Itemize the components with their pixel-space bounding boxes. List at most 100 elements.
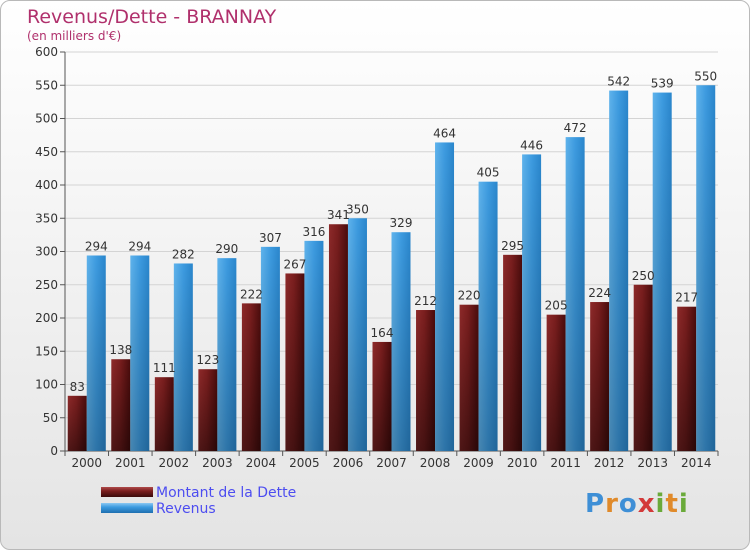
x-tick-label: 2013 [637,456,668,470]
bar-revenus-shade [652,92,672,451]
data-label-dette: 205 [545,299,568,313]
data-label-revenus: 350 [346,202,369,216]
data-label-dette: 224 [588,286,611,300]
data-label-dette: 341 [327,208,350,222]
data-label-revenus: 307 [259,231,282,245]
x-tick-label: 2012 [594,456,625,470]
data-label-revenus: 316 [302,225,325,239]
bar-revenus-shade [260,246,280,451]
bar-revenus-shade [609,90,629,451]
bar-revenus-shade [86,255,106,451]
data-label-revenus: 294 [128,239,151,253]
data-label-revenus: 405 [477,166,500,180]
bar-revenus-shade [478,181,498,452]
data-label-dette: 250 [632,269,655,283]
x-tick-label: 2001 [115,456,146,470]
y-tick-label: 200 [35,311,58,325]
y-tick-label: 50 [43,411,58,425]
x-tick-label: 2007 [376,456,407,470]
bar-revenus-shade [130,255,150,451]
y-tick-label: 250 [35,278,58,292]
data-label-revenus: 329 [390,216,413,230]
y-tick-label: 350 [35,211,58,225]
bar-dette-shade [633,284,653,451]
y-tick-label: 150 [35,344,58,358]
logo-letter: t [665,489,679,519]
logo-letter: r [605,489,619,519]
legend-swatch-debt [101,487,153,497]
logo-letter: x [637,489,656,519]
legend-label-revenue: Revenus [156,501,216,517]
bar-dette-shade [154,377,174,451]
bar-dette-shade [546,314,566,451]
chart-title: Revenus/Dette - BRANNAY [27,6,277,28]
logo-letter: i [655,489,666,519]
y-tick-label: 500 [35,112,58,126]
y-tick-label: 400 [35,178,58,192]
data-label-revenus: 542 [607,75,630,89]
x-tick-label: 2010 [507,456,538,470]
bar-revenus-shade [304,240,324,451]
bar-revenus-shade [565,137,585,451]
data-label-revenus: 446 [520,138,543,152]
data-label-revenus: 550 [694,69,717,83]
data-label-dette: 111 [153,361,176,375]
data-label-revenus: 294 [85,239,108,253]
bar-revenus-shade [217,258,237,451]
x-tick-label: 2006 [333,456,364,470]
x-tick-label: 2014 [681,456,712,470]
data-label-dette: 123 [196,353,219,367]
data-label-dette: 267 [283,257,306,271]
data-label-dette: 83 [70,380,85,394]
chart-subtitle: (en milliers d'€) [27,29,122,43]
bar-dette-shade [416,310,436,451]
bar-revenus-shade [522,154,542,451]
data-label-revenus: 539 [651,77,674,91]
bar-revenus-shade [173,263,193,451]
bar-dette-shade [459,304,479,451]
data-label-dette: 212 [414,294,437,308]
x-tick-label: 2009 [463,456,494,470]
x-tick-label: 2003 [202,456,233,470]
x-tick-label: 2004 [246,456,277,470]
logo-letter: P [585,489,606,519]
bar-dette-shade [241,303,261,451]
x-tick-label: 2000 [71,456,102,470]
bar-revenus-shade [435,142,455,451]
data-label-dette: 220 [458,289,481,303]
data-label-dette: 295 [501,239,524,253]
y-tick-label: 0 [50,444,58,458]
bar-dette-shade [590,302,610,451]
y-tick-label: 100 [35,378,58,392]
bar-dette-shade [67,395,87,451]
data-label-revenus: 290 [215,242,238,256]
bar-revenus-shade [391,232,411,451]
data-label-revenus: 282 [172,247,195,261]
logo-letter: o [618,489,638,519]
x-tick-label: 2005 [289,456,320,470]
legend-label-debt: Montant de la Dette [156,485,297,501]
bar-dette-shade [111,359,131,451]
y-tick-label: 300 [35,245,58,259]
data-label-dette: 164 [371,326,394,340]
y-tick-label: 450 [35,145,58,159]
data-label-revenus: 472 [564,121,587,135]
bar-dette-shade [503,254,523,451]
legend-swatch-revenue [101,503,153,513]
y-tick-label: 550 [35,78,58,92]
data-label-revenus: 464 [433,126,456,140]
bar-revenus-shade [347,218,367,451]
bar-dette-shade [677,306,697,451]
data-label-dette: 222 [240,287,263,301]
x-tick-label: 2002 [159,456,190,470]
bar-dette-shade [285,273,305,451]
data-label-dette: 138 [109,343,132,357]
data-label-dette: 217 [675,291,698,305]
x-tick-label: 2011 [550,456,581,470]
x-tick-label: 2008 [420,456,451,470]
bar-revenus-shade [696,85,716,451]
bar-dette-shade [328,224,348,451]
bar-dette-shade [198,369,218,451]
